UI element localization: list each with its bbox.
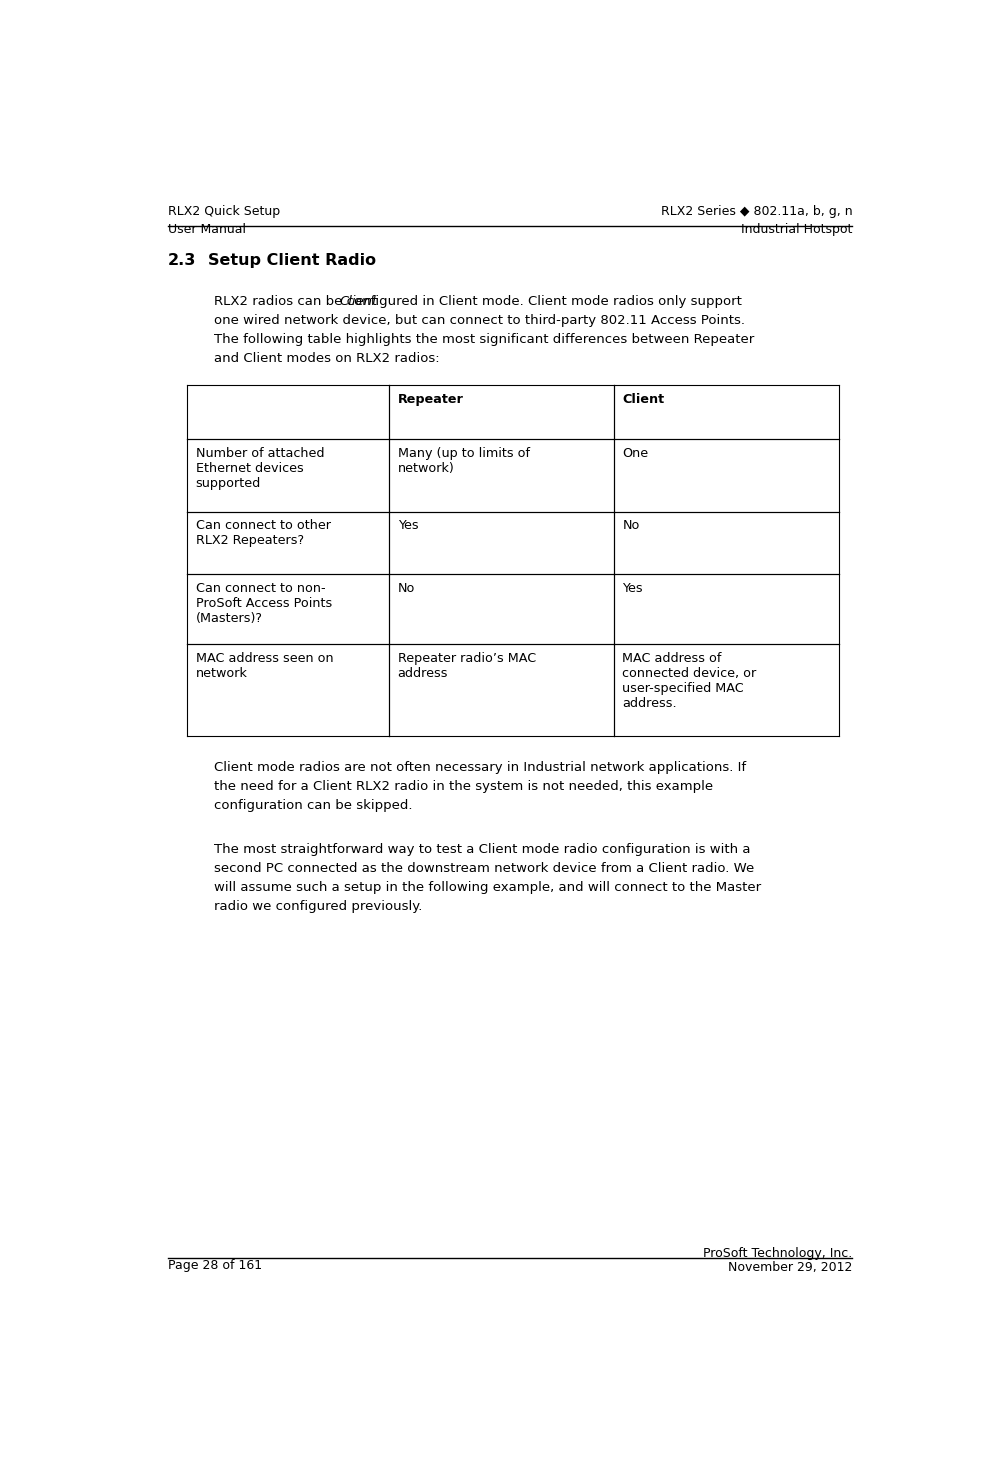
- Text: Yes: Yes: [622, 581, 643, 594]
- Text: the need for a Client RLX2 radio in the system is not needed, this example: the need for a Client RLX2 radio in the …: [214, 780, 713, 794]
- Text: RLX2 Series ◆ 802.11a, b, g, n: RLX2 Series ◆ 802.11a, b, g, n: [661, 205, 852, 219]
- Text: The following table highlights the most significant differences between Repeater: The following table highlights the most …: [214, 333, 754, 346]
- Text: Client mode radios are not often necessary in Industrial network applications. I: Client mode radios are not often necessa…: [214, 761, 746, 775]
- Text: Yes: Yes: [397, 519, 418, 533]
- Text: and Client modes on RLX2 radios:: and Client modes on RLX2 radios:: [214, 352, 439, 365]
- Text: RLX2 Quick Setup: RLX2 Quick Setup: [169, 205, 281, 219]
- Text: No: No: [397, 581, 415, 594]
- Text: Client: Client: [622, 393, 664, 406]
- Text: User Manual: User Manual: [169, 223, 246, 236]
- Text: Client: Client: [339, 295, 378, 308]
- Text: configuration can be skipped.: configuration can be skipped.: [214, 800, 412, 813]
- Text: November 29, 2012: November 29, 2012: [728, 1262, 852, 1273]
- Text: Number of attached
Ethernet devices
supported: Number of attached Ethernet devices supp…: [195, 447, 324, 490]
- Text: Industrial Hotspot: Industrial Hotspot: [741, 223, 852, 236]
- Text: second PC connected as the downstream network device from a Client radio. We: second PC connected as the downstream ne…: [214, 863, 754, 874]
- Text: MAC address seen on
network: MAC address seen on network: [195, 651, 334, 679]
- Text: one wired network device, but can connect to third-party 802.11 Access Points.: one wired network device, but can connec…: [214, 314, 745, 327]
- Text: radio we configured previously.: radio we configured previously.: [214, 899, 422, 912]
- Text: No: No: [622, 519, 640, 533]
- Text: will assume such a setup in the following example, and will connect to the Maste: will assume such a setup in the followin…: [214, 880, 761, 893]
- Text: The most straightforward way to test a Client mode radio configuration is with a: The most straightforward way to test a C…: [214, 844, 750, 855]
- Text: Setup Client Radio: Setup Client Radio: [208, 252, 376, 268]
- Text: ProSoft Technology, Inc.: ProSoft Technology, Inc.: [703, 1247, 852, 1260]
- Text: RLX2 radios can be configured in Client mode. Client mode radios only support: RLX2 radios can be configured in Client …: [214, 295, 742, 308]
- Text: Can connect to other
RLX2 Repeaters?: Can connect to other RLX2 Repeaters?: [195, 519, 331, 547]
- Text: Repeater radio’s MAC
address: Repeater radio’s MAC address: [397, 651, 536, 679]
- Text: Can connect to non-
ProSoft Access Points
(Masters)?: Can connect to non- ProSoft Access Point…: [195, 581, 332, 625]
- Text: Repeater: Repeater: [397, 393, 463, 406]
- Text: One: One: [622, 447, 648, 461]
- Text: Many (up to limits of
network): Many (up to limits of network): [397, 447, 530, 475]
- Text: 2.3: 2.3: [169, 252, 196, 268]
- Text: MAC address of
connected device, or
user-specified MAC
address.: MAC address of connected device, or user…: [622, 651, 756, 710]
- Text: Page 28 of 161: Page 28 of 161: [169, 1259, 262, 1272]
